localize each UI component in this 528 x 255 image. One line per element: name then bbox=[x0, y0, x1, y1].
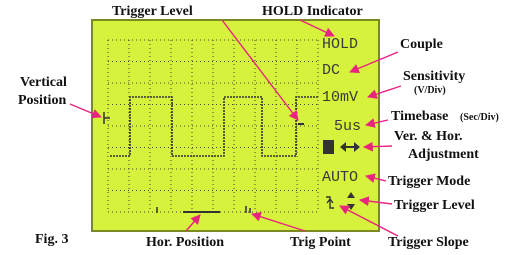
label: Trig Point bbox=[290, 235, 351, 250]
label: HOLD Indicator bbox=[262, 4, 363, 19]
screen-sensitivity: 10mV bbox=[322, 89, 358, 106]
label: (V/Div) bbox=[414, 85, 446, 96]
label: (Sec/Div) bbox=[460, 112, 499, 123]
screen-couple: DC bbox=[322, 62, 340, 79]
label: Fig. 3 bbox=[35, 232, 68, 247]
label: Timebase bbox=[391, 109, 448, 124]
label: Trigger Level bbox=[394, 198, 475, 213]
label: Hor. Position bbox=[146, 235, 224, 250]
screen-hold: HOLD bbox=[322, 36, 358, 53]
screen-mode: AUTO bbox=[322, 169, 358, 186]
label: Trigger Level bbox=[112, 4, 193, 19]
arrow bbox=[364, 146, 392, 147]
label: Vertical bbox=[20, 75, 67, 90]
label: Position bbox=[18, 93, 66, 108]
screen-timebase: 5us bbox=[334, 118, 361, 135]
label: Couple bbox=[400, 37, 443, 52]
label: Trigger Slope bbox=[388, 235, 469, 250]
label: Sensitivity bbox=[403, 69, 465, 84]
label: Adjustment bbox=[408, 147, 479, 162]
label: Ver. & Hor. bbox=[394, 129, 462, 144]
diagram: HOLD DC 10mV 5us AUTO Trigger Level HOLD… bbox=[0, 0, 528, 255]
label: Trigger Mode bbox=[388, 174, 470, 189]
adjust-icon bbox=[323, 140, 334, 154]
